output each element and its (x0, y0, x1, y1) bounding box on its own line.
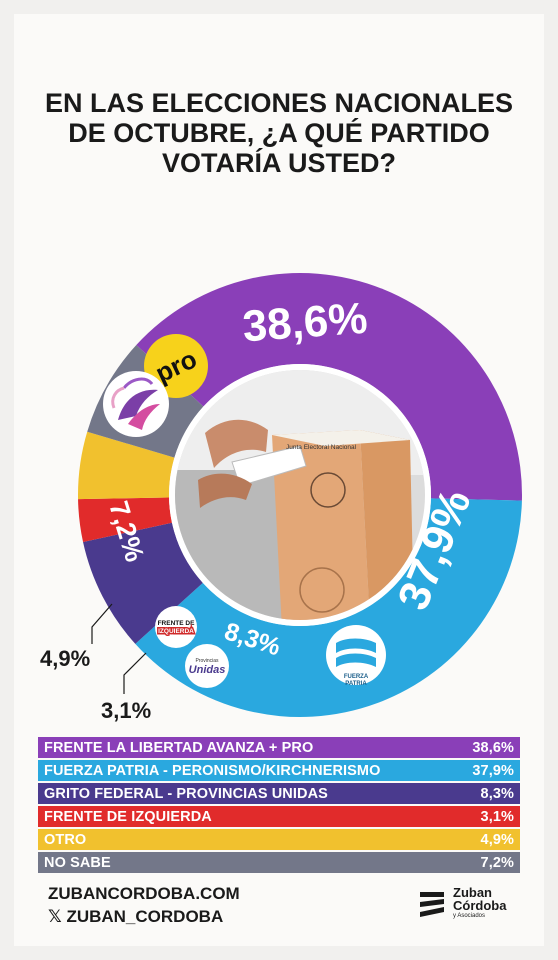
legend-label: OTRO (44, 831, 87, 848)
website-link[interactable]: ZUBANCORDOBA.COM (48, 884, 240, 903)
frente-izquierda-logo-icon: FRENTE DE IZQUIERDA (155, 606, 197, 648)
legend-value: 3,1% (480, 808, 514, 825)
legend-label: NO SABE (44, 854, 111, 871)
footer-links: ZUBANCORDOBA.COM 𝕏 ZUBAN_CORDOBA (48, 882, 240, 928)
libertad-avanza-logo-icon (103, 371, 169, 437)
legend-label: FUERZA PATRIA - PERONISMO/KIRCHNERISMO (44, 762, 381, 779)
fuerza-patria-badge-line1: FUERZA (344, 674, 369, 680)
frente-izquierda-badge-line1: FRENTE DE (158, 620, 196, 627)
legend-table: FRENTE LA LIBERTAD AVANZA + PRO 38,6% FU… (38, 737, 520, 875)
legend-value: 4,9% (480, 831, 514, 848)
provincias-unidas-badge-line1: Provincias (195, 658, 219, 664)
frente-izquierda-badge-line2: IZQUIERDA (158, 628, 194, 635)
slice-grito-federal (83, 522, 203, 644)
slice-libertad-avanza (136, 273, 522, 501)
slice-fuerza-patria (135, 498, 522, 718)
ballot-box-icon (272, 430, 370, 620)
legend-label: FRENTE LA LIBERTAD AVANZA + PRO (44, 739, 314, 756)
label-otro: 4,9% (40, 646, 90, 671)
center-photo: Junta Electoral Nacional (169, 364, 431, 626)
legend-label: GRITO FEDERAL - PROVINCIAS UNIDAS (44, 785, 328, 802)
legend-row-grito-federal: GRITO FEDERAL - PROVINCIAS UNIDAS 8,3% (38, 783, 520, 804)
label-libertad-avanza: 38,6% (241, 294, 369, 352)
provincias-unidas-badge-line2: Unidas (189, 664, 226, 676)
zuban-cordoba-logo: Zuban Córdoba y Asociados (418, 884, 528, 928)
logo-text: Zuban Córdoba y Asociados (453, 886, 506, 920)
zuban-logo-icon (420, 892, 444, 917)
x-handle-link[interactable]: 𝕏 ZUBAN_CORDOBA (48, 905, 240, 928)
chart-title: EN LAS ELECCIONES NACIONALES DE OCTUBRE,… (20, 88, 538, 178)
leader-line-otro (91, 603, 113, 644)
label-frente-izquierda: 3,1% (101, 698, 151, 723)
fuerza-patria-badge-line2: PATRIA (345, 681, 367, 687)
slice-otro (78, 431, 175, 500)
slice-frente-izquierda (78, 497, 172, 543)
title-line-2: DE OCTUBRE, ¿A QUÉ PARTIDO (68, 118, 490, 148)
ballot-box-label: Junta Electoral Nacional (286, 444, 357, 451)
leader-line-frente-izquierda (123, 652, 147, 694)
legend-row-otro: OTRO 4,9% (38, 829, 520, 850)
fuerza-patria-logo-icon: FUERZA PATRIA (326, 625, 386, 687)
legend-value: 37,9% (472, 762, 514, 779)
legend-value: 8,3% (480, 785, 514, 802)
provincias-unidas-logo-icon: Provincias Unidas (185, 644, 229, 688)
logo-line-3: y Asociados (453, 913, 486, 919)
legend-value: 38,6% (472, 739, 514, 756)
legend-row-no-sabe: NO SABE 7,2% (38, 852, 520, 873)
legend-label: FRENTE DE IZQUIERDA (44, 808, 212, 825)
hand-icon (205, 419, 268, 468)
x-handle: ZUBAN_CORDOBA (66, 907, 224, 926)
logo-line-1: Zuban (453, 885, 492, 900)
title-line-1: EN LAS ELECCIONES NACIONALES (44, 88, 514, 118)
donut-chart: Junta Electoral Nacional pro FUERZA PATR… (40, 273, 522, 723)
legend-row-fuerza-patria: FUERZA PATRIA - PERONISMO/KIRCHNERISMO 3… (38, 760, 520, 781)
legend-row-libertad-avanza: FRENTE LA LIBERTAD AVANZA + PRO 38,6% (38, 737, 520, 758)
legend-value: 7,2% (480, 854, 514, 871)
title-line-3: VOTARÍA USTED? (162, 148, 396, 178)
x-logo-icon: 𝕏 (48, 907, 62, 926)
legend-row-frente-izquierda: FRENTE DE IZQUIERDA 3,1% (38, 806, 520, 827)
logo-line-2: Córdoba (453, 898, 507, 913)
